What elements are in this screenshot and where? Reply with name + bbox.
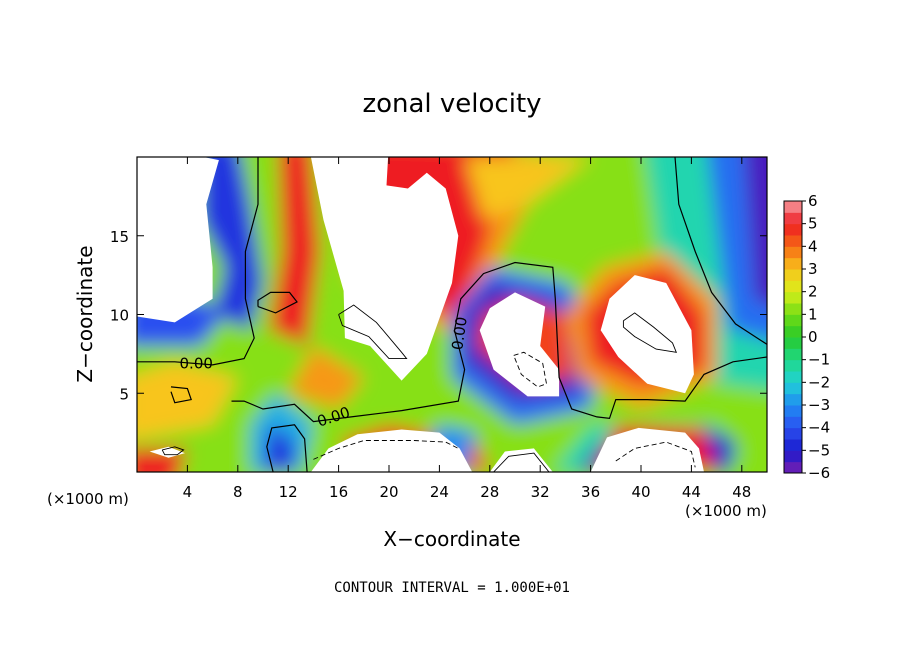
colorbar-bin — [784, 257, 802, 270]
colorbar-bin — [784, 450, 802, 463]
colorbar-tick-label: 5 — [808, 215, 818, 233]
positive-core-bottom-mid — [489, 448, 553, 472]
velocity-field — [137, 157, 767, 472]
x-tick-label: 40 — [631, 483, 650, 501]
positive-core-top-center — [310, 157, 459, 381]
colorbar-tick-label: 4 — [808, 237, 818, 255]
field-patch — [464, 157, 591, 220]
colorbar-tick-label: 6 — [808, 192, 818, 210]
colorbar-tick-label: −3 — [808, 396, 830, 414]
x-tick-label: 20 — [379, 483, 398, 501]
colorbar-bin — [784, 235, 802, 247]
contour-bottom-mid — [493, 452, 550, 472]
positive-core-bottom-center — [310, 429, 473, 472]
field-patch — [744, 157, 767, 305]
contour-value-label: 0.00 — [448, 316, 470, 352]
x-tick-label: 36 — [581, 483, 600, 501]
colorbar-bin — [784, 269, 802, 281]
colorbar-bin — [784, 371, 802, 383]
colorbar-bin — [784, 246, 802, 259]
x-unit-label-right: (×1000 m) — [685, 502, 767, 520]
zero-contour-tiny-loop — [170, 386, 192, 404]
zero-contour-left — [137, 157, 259, 366]
zero-contour-small-loop — [257, 291, 298, 314]
x-tick-label: 44 — [682, 483, 701, 501]
contour-value-label: 0.00 — [180, 354, 213, 372]
contour-loop-dashed-center — [513, 351, 548, 388]
colorbar-bin — [784, 291, 802, 304]
colorbar-tick-label: 2 — [808, 283, 818, 301]
x-tick-label: 32 — [531, 483, 550, 501]
colorbar-tick-label: −1 — [808, 351, 830, 369]
positive-core-bottom-right — [590, 427, 704, 472]
colorbar-bin — [784, 303, 802, 315]
colorbar-tick-label: 1 — [808, 305, 818, 323]
contour-loop-upper — [338, 304, 408, 360]
colorbar-bin — [784, 325, 802, 338]
contour-dashed-bottom — [313, 440, 459, 460]
x-tick-label: 8 — [233, 483, 243, 501]
y-axis-label: Z−coordinate — [73, 245, 97, 382]
colorbar — [783, 200, 803, 474]
colorbar-bin — [784, 212, 802, 225]
colorbar-bin — [784, 280, 802, 293]
colorbar-tick-label: 0 — [808, 328, 818, 346]
colorbar-bin — [784, 461, 802, 474]
colorbar-bin — [784, 201, 802, 213]
zero-contour-right — [674, 157, 767, 345]
zero-contour-middle — [231, 261, 767, 423]
x-tick-label: 16 — [329, 483, 348, 501]
zero-contour-bottom-left — [266, 424, 308, 472]
field-patch — [269, 157, 320, 346]
contour-bottom-left-loop — [161, 446, 185, 456]
colorbar-bin — [784, 348, 802, 361]
colorbar-bin — [784, 337, 802, 349]
x-tick-label: 48 — [732, 483, 751, 501]
colorbar-bin — [784, 416, 802, 429]
x-tick-label: 4 — [183, 483, 193, 501]
field-patch — [288, 346, 364, 409]
colorbar-bin — [784, 223, 802, 236]
colorbar-bin — [784, 405, 802, 417]
colorbar-bin — [784, 393, 802, 406]
positive-core-upper-left — [137, 157, 219, 323]
field-patch — [263, 424, 295, 472]
colorbar-tick-label: −2 — [808, 373, 830, 391]
x-tick-label: 24 — [430, 483, 449, 501]
colorbar-tick-label: −5 — [808, 441, 830, 459]
positive-core-right — [600, 275, 694, 394]
positive-core-center — [479, 292, 560, 397]
colorbar-bin — [784, 359, 802, 372]
colorbar-tick-label: −6 — [808, 464, 830, 482]
x-axis-label: X−coordinate — [383, 527, 520, 551]
chart-title: zonal velocity — [362, 89, 541, 119]
colorbar-bin — [784, 382, 802, 395]
colorbar-tick-label: −4 — [808, 419, 830, 437]
contour-loop-right — [622, 312, 678, 353]
colorbar-bin — [784, 427, 802, 440]
x-unit-label-left: (×1000 m) — [47, 490, 129, 508]
colorbar-bin — [784, 439, 802, 451]
x-tick-label: 28 — [480, 483, 499, 501]
y-tick-label: 15 — [110, 228, 129, 246]
x-tick-label: 12 — [279, 483, 298, 501]
y-tick-label: 10 — [110, 307, 129, 325]
colorbar-bin — [784, 314, 802, 327]
field-patch — [200, 157, 263, 331]
colorbar-tick-label: 3 — [808, 260, 818, 278]
y-tick-label: 5 — [119, 385, 129, 403]
contour-interval-note: CONTOUR INTERVAL = 1.000E+01 — [334, 580, 570, 596]
